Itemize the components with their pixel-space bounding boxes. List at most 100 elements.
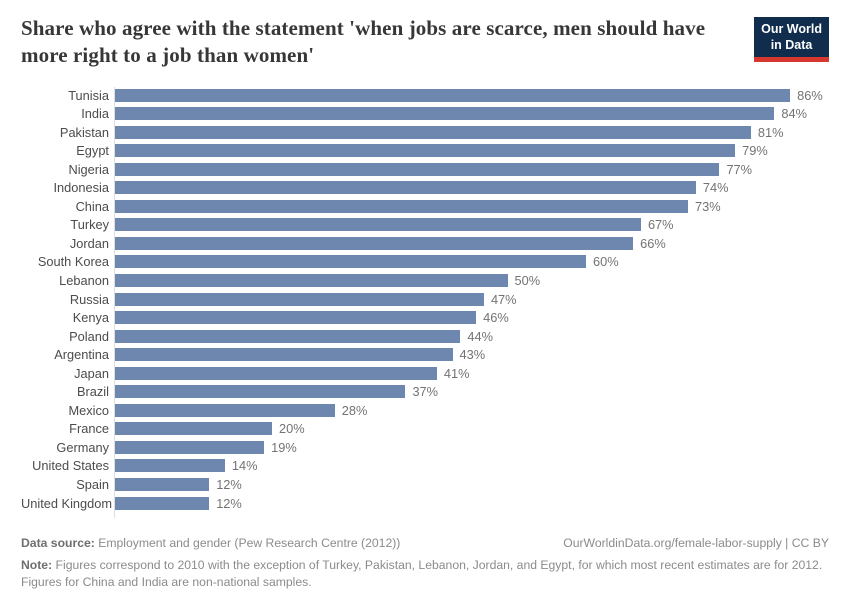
bar-track: 19%: [109, 440, 829, 455]
value-label: 47%: [490, 291, 517, 307]
owid-link[interactable]: OurWorldinData.org/female-labor-supply |…: [563, 536, 829, 551]
value-label: 37%: [412, 384, 439, 400]
country-label: Spain: [76, 477, 109, 492]
chart-row: Egypt 79%: [21, 141, 829, 160]
bar[interactable]: [115, 459, 225, 473]
bar[interactable]: [115, 125, 751, 139]
value-label: 81%: [757, 124, 784, 140]
chart-row: Nigeria 77%: [21, 160, 829, 179]
country-label: Mexico: [68, 402, 109, 418]
bar-track: 44%: [109, 329, 829, 344]
country-label: Kenya: [72, 310, 109, 326]
bar-track: 20%: [109, 421, 829, 436]
chart-row: China 73%: [21, 197, 829, 216]
bar[interactable]: [115, 422, 272, 436]
bar[interactable]: [115, 292, 484, 306]
y-axis-line: [114, 86, 115, 519]
bar-track: 67%: [109, 217, 829, 232]
country-label: Nigeria: [68, 161, 109, 177]
bar[interactable]: [115, 88, 791, 102]
note-label: Note:: [21, 558, 53, 573]
country-label: Indonesia: [53, 180, 110, 196]
bar-track: 66%: [109, 236, 829, 251]
bar[interactable]: [115, 366, 437, 380]
bar[interactable]: [115, 329, 461, 343]
chart-row: United States 14%: [21, 457, 829, 476]
value-label: 12%: [216, 495, 242, 511]
country-label: South Korea: [37, 254, 109, 270]
bar[interactable]: [115, 144, 736, 158]
country-label: United States: [32, 458, 109, 474]
bar-chart: Tunisia 86% India 84% Pakistan 81% Egypt: [21, 86, 829, 519]
country-label: Jordan: [69, 235, 109, 251]
bar-track: 14%: [109, 458, 829, 473]
bar[interactable]: [115, 273, 508, 287]
bar[interactable]: [115, 107, 775, 121]
chart-title: Share who agree with the statement 'when…: [21, 16, 706, 67]
bar[interactable]: [115, 385, 406, 399]
footer-note: Note: Figures correspond to 2010 with th…: [21, 557, 829, 591]
bar-track: 50%: [109, 273, 829, 288]
bar-track: 43%: [109, 347, 829, 362]
chart-row: Brazil 37%: [21, 383, 829, 402]
value-label: 28%: [341, 402, 368, 418]
value-label: 79%: [742, 143, 768, 159]
value-label: 44%: [467, 328, 494, 344]
bar[interactable]: [115, 311, 477, 325]
bar-track: 47%: [109, 292, 829, 307]
country-label: Russia: [69, 291, 109, 307]
data-source-text: Employment and gender (Pew Research Cent…: [94, 536, 401, 551]
bar[interactable]: [115, 199, 689, 213]
value-label: 77%: [726, 161, 753, 177]
chart-row: Lebanon 50%: [21, 271, 829, 290]
country-label: China: [75, 198, 109, 214]
value-label: 43%: [459, 347, 486, 363]
owid-logo: Our World in Data: [754, 17, 829, 63]
country-label: Argentina: [54, 347, 109, 363]
bar-track: 12%: [109, 477, 829, 492]
chart-row: Argentina 43%: [21, 345, 829, 364]
bar-track: 41%: [109, 366, 829, 381]
bar[interactable]: [115, 255, 586, 269]
country-label: Tunisia: [68, 87, 109, 103]
chart-row: India 84%: [21, 104, 829, 123]
bar-track: 60%: [109, 254, 829, 269]
bar[interactable]: [115, 181, 696, 195]
country-label: India: [81, 106, 109, 122]
bar-track: 79%: [109, 143, 829, 158]
chart-row: Spain 12%: [21, 475, 829, 494]
note-text: Figures correspond to 2010 with the exce…: [21, 558, 823, 589]
value-label: 67%: [647, 217, 674, 233]
bar-track: 28%: [109, 403, 829, 418]
bar[interactable]: [115, 218, 641, 232]
chart-row: Kenya 46%: [21, 308, 829, 327]
value-label: 73%: [695, 198, 721, 214]
country-label: Japan: [74, 365, 109, 381]
bar-track: 12%: [109, 496, 829, 511]
value-label: 12%: [216, 477, 242, 492]
bar[interactable]: [115, 348, 453, 362]
footer-top: Data source: Employment and gender (Pew …: [21, 535, 829, 552]
bar[interactable]: [115, 162, 720, 176]
bar-track: 73%: [109, 199, 829, 214]
bar[interactable]: [115, 236, 634, 250]
bar[interactable]: [115, 478, 210, 491]
value-label: 41%: [443, 365, 470, 381]
bar-track: 37%: [109, 384, 829, 399]
bar-track: 84%: [109, 106, 829, 121]
country-label: Egypt: [76, 143, 109, 159]
country-label: Pakistan: [59, 124, 109, 140]
bar[interactable]: [115, 440, 265, 454]
bar[interactable]: [115, 403, 335, 417]
value-label: 14%: [231, 458, 258, 474]
footer: Data source: Employment and gender (Pew …: [21, 535, 829, 590]
bar-track: 46%: [109, 310, 829, 325]
country-label: United Kingdom: [21, 495, 113, 511]
chart-row: Japan 41%: [21, 364, 829, 383]
chart-row: Germany 19%: [21, 438, 829, 457]
bar[interactable]: [115, 496, 210, 510]
header: Share who agree with the statement 'when…: [21, 15, 829, 69]
bar-track: 77%: [109, 162, 829, 177]
country-label: Brazil: [77, 384, 109, 400]
